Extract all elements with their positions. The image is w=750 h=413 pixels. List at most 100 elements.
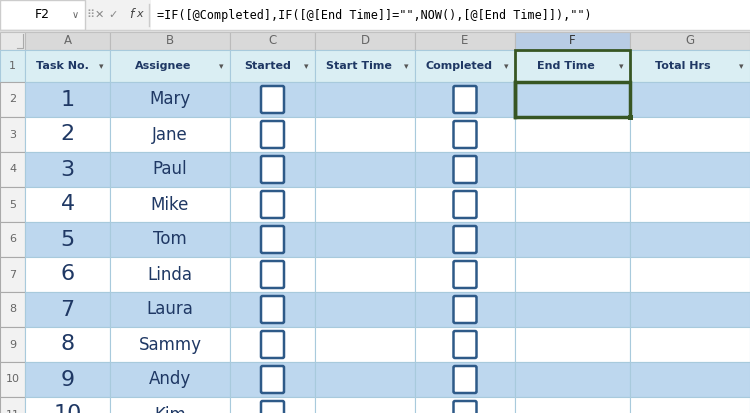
Text: 6: 6 [61,264,74,285]
Bar [630,397,750,413]
Bar [315,397,415,413]
Bar [110,362,230,397]
Bar [25,257,110,292]
Bar [110,292,230,327]
Text: Task No.: Task No. [36,61,88,71]
Bar [110,32,230,50]
Text: End Time: End Time [537,61,595,71]
Bar [110,82,230,117]
FancyBboxPatch shape [454,331,476,358]
Bar [110,117,230,152]
Text: A: A [64,35,71,47]
Bar [25,222,110,257]
Text: 3: 3 [61,159,74,180]
Bar [415,50,515,82]
Text: Laura: Laura [146,301,194,318]
Text: Completed: Completed [425,61,493,71]
Bar [315,117,415,152]
FancyBboxPatch shape [261,261,284,288]
Text: ✓: ✓ [108,10,118,20]
FancyBboxPatch shape [261,331,284,358]
Text: 5: 5 [60,230,74,249]
Text: B: B [166,35,174,47]
Bar [25,292,110,327]
FancyBboxPatch shape [454,191,476,218]
Bar [315,32,415,50]
Text: ▾: ▾ [404,62,408,71]
Bar [0,0,750,30]
Text: 9: 9 [61,370,74,389]
Bar [110,327,230,362]
Bar [230,292,315,327]
Bar [630,257,750,292]
FancyBboxPatch shape [261,121,284,148]
Bar [230,152,315,187]
Bar [0,327,25,362]
Bar [515,152,630,187]
FancyBboxPatch shape [261,156,284,183]
Bar [415,292,515,327]
Bar [315,222,415,257]
Text: ⠿: ⠿ [86,10,94,20]
Bar [0,82,25,117]
Text: ▾: ▾ [219,62,224,71]
Bar [110,222,230,257]
Text: Start Time: Start Time [326,61,392,71]
Bar [151,0,750,30]
Text: x: x [136,9,142,19]
Bar [415,117,515,152]
Bar [0,187,25,222]
Bar [515,257,630,292]
FancyBboxPatch shape [454,226,476,253]
FancyBboxPatch shape [454,401,476,413]
Text: 7: 7 [9,270,16,280]
Bar [315,152,415,187]
Text: 9: 9 [9,339,16,349]
Bar [515,292,630,327]
Bar [415,187,515,222]
Bar [315,50,415,82]
Bar [315,362,415,397]
Text: 1: 1 [61,90,74,109]
Bar [315,82,415,117]
Bar [230,362,315,397]
Bar [0,117,25,152]
Bar [628,114,632,119]
Text: f: f [129,7,134,21]
Text: Jane: Jane [152,126,188,143]
Text: Mary: Mary [149,90,190,109]
FancyBboxPatch shape [261,86,284,113]
Text: 8: 8 [61,335,74,354]
Text: =IF([@Completed],IF([@[End Time]]="",NOW(),[@[End Time]]),""): =IF([@Completed],IF([@[End Time]]="",NOW… [157,9,592,21]
Bar [630,32,750,50]
Bar [0,222,25,257]
Text: Kim: Kim [154,406,186,413]
Text: Linda: Linda [148,266,193,283]
Bar [25,50,110,82]
Text: Started: Started [244,61,291,71]
Bar [415,82,515,117]
Bar [0,292,25,327]
Text: 10: 10 [53,404,82,413]
FancyBboxPatch shape [261,296,284,323]
FancyBboxPatch shape [454,121,476,148]
Bar [415,397,515,413]
Bar [25,327,110,362]
Bar [0,397,25,413]
FancyBboxPatch shape [261,401,284,413]
Bar [25,152,110,187]
Text: 4: 4 [61,195,74,214]
Text: 10: 10 [5,375,20,385]
Text: 8: 8 [9,304,16,315]
FancyBboxPatch shape [454,261,476,288]
Bar [110,152,230,187]
Text: Assignee: Assignee [134,61,191,71]
Bar [230,397,315,413]
FancyBboxPatch shape [454,296,476,323]
Text: G: G [686,35,694,47]
Text: ✕: ✕ [94,10,104,20]
Bar [515,397,630,413]
Bar [230,82,315,117]
Bar [515,327,630,362]
Bar [415,152,515,187]
